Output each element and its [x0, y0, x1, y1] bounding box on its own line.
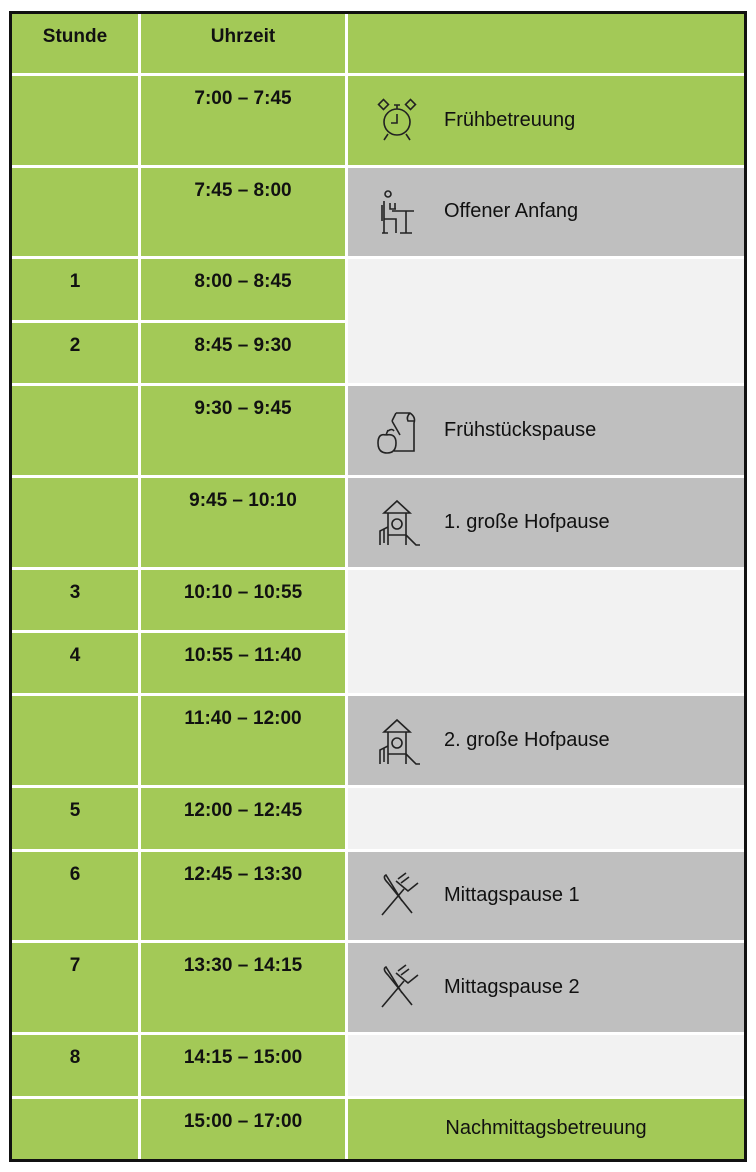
header-stunde: Stunde — [12, 14, 138, 73]
lesson-cell — [348, 259, 744, 384]
activity-cell: 2. große Hofpause — [348, 696, 744, 786]
time-cell: 7:45 – 8:00 — [141, 167, 345, 257]
activity: Frühstückspause — [348, 386, 744, 475]
table-row: 7 13:30 – 14:15 Mittagspause 2 — [12, 943, 744, 1033]
time-cell: 7:00 – 7:45 — [141, 75, 345, 165]
activity-cell: 1. große Hofpause — [348, 477, 744, 567]
stunde-cell: 7 — [12, 943, 138, 1033]
activity-cell: Mittagspause 1 — [348, 851, 744, 941]
stunde-cell: 4 — [12, 633, 138, 694]
table-row: 7:45 – 8:00 Offener Anfang — [12, 167, 744, 257]
table-row: 5 12:00 – 12:45 — [12, 788, 744, 849]
table-row: 1 8:00 – 8:45 — [12, 259, 744, 384]
playground-icon — [379, 718, 420, 765]
activity: 2. große Hofpause — [348, 696, 744, 785]
stunde-cell: 2 — [12, 322, 138, 384]
stunde-cell: 8 — [12, 1035, 138, 1096]
activity-cell: Mittagspause 2 — [348, 943, 744, 1033]
fork-knife-icon — [381, 964, 419, 1008]
time-cell: 12:00 – 12:45 — [141, 788, 345, 849]
table-row: 2 8:45 – 9:30 — [12, 322, 744, 384]
stunde-cell — [12, 696, 138, 786]
lesson-cell — [348, 1035, 744, 1096]
time-cell: 9:30 – 9:45 — [141, 386, 345, 475]
stunde-cell: 3 — [12, 569, 138, 631]
activity-cell: Offener Anfang — [348, 167, 744, 257]
activity-cell: Frühstückspause — [348, 386, 744, 475]
activity: Offener Anfang — [348, 168, 744, 257]
playground-icon — [379, 500, 420, 547]
table-row: 3 10:10 – 10:55 — [12, 569, 744, 694]
time-cell: 10:55 – 11:40 — [141, 633, 345, 694]
time-cell: 8:45 – 9:30 — [141, 322, 345, 384]
time-cell: 15:00 – 17:00 — [141, 1098, 345, 1159]
table-row: 6 12:45 – 13:30 Mittagspause 1 — [12, 851, 744, 941]
table-row: 4 10:55 – 11:40 — [12, 633, 744, 694]
stunde-cell — [12, 167, 138, 257]
header-uhrzeit: Uhrzeit — [141, 14, 345, 73]
schedule-table: Stunde Uhrzeit 7:00 – 7:45 Frühbetreuung … — [9, 11, 747, 1162]
fork-knife-icon — [381, 872, 419, 916]
activity-cell: Frühbetreuung — [348, 75, 744, 165]
time-cell: 8:00 – 8:45 — [141, 259, 345, 320]
activity: Mittagspause 2 — [348, 943, 744, 1032]
time-cell: 12:45 – 13:30 — [141, 851, 345, 941]
activity-cell: Nachmittagsbetreuung — [348, 1098, 744, 1159]
table-row: 9:45 – 10:10 1. große Hofpause — [12, 477, 744, 567]
table-row: 15:00 – 17:00 Nachmittagsbetreuung — [12, 1098, 744, 1159]
table-row: 9:30 – 9:45 Frühstückspause — [12, 386, 744, 475]
table-row: 11:40 – 12:00 2. große Hofpause — [12, 696, 744, 786]
stunde-cell — [12, 477, 138, 567]
lesson-cell — [348, 569, 744, 694]
time-cell: 14:15 – 15:00 — [141, 1035, 345, 1096]
alarm-clock-icon — [377, 98, 417, 141]
time-cell: 11:40 – 12:00 — [141, 696, 345, 786]
lesson-cell — [348, 788, 744, 849]
header-row: Stunde Uhrzeit — [12, 14, 744, 73]
stunde-cell: 6 — [12, 851, 138, 941]
time-cell: 9:45 – 10:10 — [141, 477, 345, 567]
table-row: 7:00 – 7:45 Frühbetreuung — [12, 75, 744, 165]
activity: Mittagspause 1 — [348, 852, 744, 941]
person-at-desk-icon — [381, 190, 414, 234]
activity: 1. große Hofpause — [348, 478, 744, 567]
stunde-cell — [12, 386, 138, 475]
header-activity — [348, 14, 744, 73]
table-row: 8 14:15 – 15:00 — [12, 1035, 744, 1096]
activity: Frühbetreuung — [348, 76, 744, 165]
stunde-cell: 1 — [12, 259, 138, 320]
stunde-cell — [12, 75, 138, 165]
stunde-cell: 5 — [12, 788, 138, 849]
lunch-bag-apple-icon — [377, 412, 416, 455]
stunde-cell — [12, 1098, 138, 1159]
time-cell: 13:30 – 14:15 — [141, 943, 345, 1033]
time-cell: 10:10 – 10:55 — [141, 569, 345, 631]
